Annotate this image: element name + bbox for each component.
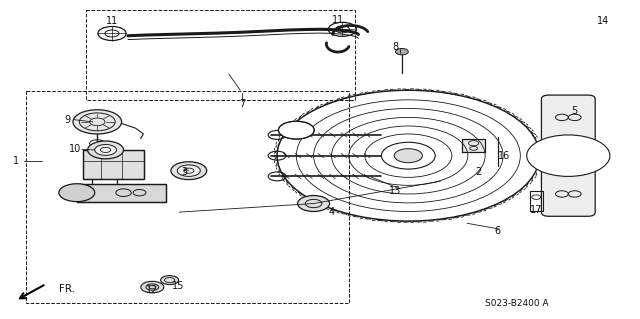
Bar (86, 10, 355, 100)
Text: 15: 15 (172, 280, 184, 291)
Text: 17: 17 (530, 205, 543, 215)
Bar (77, 184, 166, 202)
FancyBboxPatch shape (541, 95, 595, 216)
Text: 7: 7 (239, 99, 245, 109)
Text: 14: 14 (596, 16, 609, 26)
Circle shape (59, 184, 95, 202)
Circle shape (298, 196, 330, 211)
Text: 1: 1 (13, 156, 19, 166)
Text: 13: 13 (389, 186, 402, 196)
Circle shape (527, 135, 610, 176)
Text: 10: 10 (69, 144, 82, 154)
Circle shape (95, 145, 116, 155)
Bar (83, 150, 144, 179)
Bar (83, 150, 144, 179)
Circle shape (396, 48, 408, 55)
Bar (530, 191, 543, 211)
Bar (26, 91, 349, 303)
Text: 4: 4 (328, 207, 335, 217)
Circle shape (394, 149, 422, 163)
Circle shape (171, 162, 207, 180)
Circle shape (161, 276, 179, 285)
Circle shape (88, 141, 124, 159)
Circle shape (73, 110, 122, 134)
Text: 9: 9 (64, 115, 70, 125)
Text: 3: 3 (181, 167, 188, 177)
Text: 12: 12 (146, 285, 159, 295)
Text: 8: 8 (392, 42, 399, 52)
Text: 16: 16 (498, 151, 511, 161)
Text: 6: 6 (495, 226, 501, 236)
Text: 11: 11 (106, 16, 118, 26)
Bar (462, 139, 485, 152)
Bar (462, 139, 485, 152)
Text: 2: 2 (476, 167, 482, 177)
Circle shape (141, 281, 164, 293)
Bar (77, 184, 166, 202)
Text: S023-B2400 A: S023-B2400 A (485, 299, 549, 308)
Text: FR.: FR. (59, 284, 75, 294)
Text: 5: 5 (572, 106, 578, 116)
Circle shape (278, 121, 314, 139)
Text: 11: 11 (332, 15, 344, 25)
Circle shape (177, 165, 200, 176)
